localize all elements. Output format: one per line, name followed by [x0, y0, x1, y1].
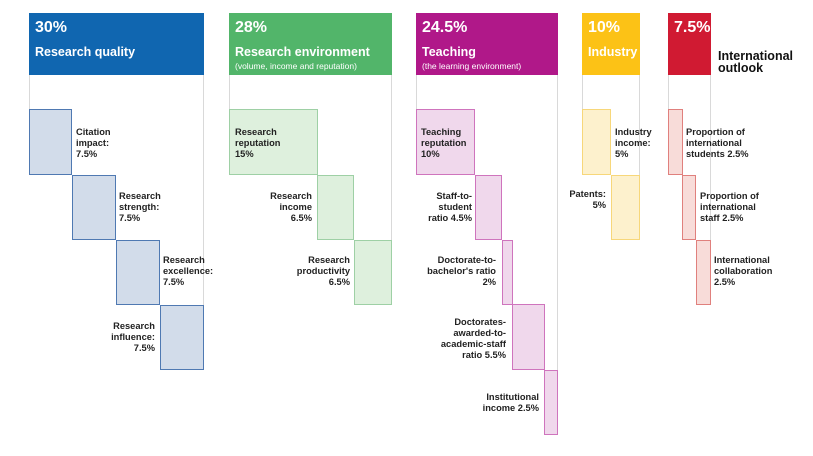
- divider-line: [639, 75, 640, 240]
- header-teaching: 24.5% Teaching (the learning environment…: [416, 13, 558, 75]
- metric-box-research-influence: [160, 305, 204, 370]
- label-doctorates-awarded-to-academic-staff-ratio: Doctorates- awarded-to- academic-staff r…: [440, 317, 506, 360]
- metric-box-doctorate-to-bachelors-ratio: [502, 240, 513, 305]
- metric-box-institutional-income: [544, 370, 558, 435]
- label-research-excellence: Research excellence: 7.5%: [163, 255, 214, 287]
- percent-international-outlook: 7.5%: [674, 19, 711, 36]
- label-research-income: Research income 6.5%: [270, 191, 312, 223]
- title-research-quality: Research quality: [35, 45, 136, 59]
- metric-box-teaching-reputation: [416, 109, 475, 175]
- header-industry: 10% Industry: [582, 13, 640, 75]
- percent-research-quality: 30%: [35, 19, 68, 36]
- metric-box-international-collaboration: [696, 240, 711, 305]
- metric-box-citation-impact: [29, 109, 72, 175]
- metric-box-research-reputation: [229, 109, 318, 175]
- label-research-productivity: Research productivity 6.5%: [296, 255, 350, 287]
- label-teaching-reputation: Teaching reputation 10%: [421, 127, 467, 159]
- divider-line: [582, 75, 583, 175]
- percent-research-environment: 28%: [235, 19, 268, 36]
- metric-box-research-productivity: [354, 240, 392, 305]
- percent-teaching: 24.5%: [422, 19, 468, 36]
- header-research-environment: 28% Research environment (volume, income…: [229, 13, 392, 75]
- metric-box-industry-income: [582, 109, 611, 175]
- subtitle-teaching: (the learning environment): [422, 61, 522, 71]
- metric-box-doctorates-awarded-to-academic-staff-ratio: [512, 304, 545, 370]
- title-international-outlook: International outlook: [718, 49, 794, 75]
- label-research-influence: Research influence: 7.5%: [111, 321, 155, 353]
- percent-industry: 10%: [588, 19, 621, 36]
- divider-line: [203, 75, 204, 307]
- divider-line: [391, 75, 392, 305]
- metric-box-patents: [611, 175, 640, 240]
- label-industry-income: Industry income: 5%: [615, 127, 652, 159]
- subtitle-research-environment: (volume, income and reputation): [235, 61, 357, 71]
- metric-box-staff-to-student-ratio: [475, 175, 502, 240]
- divider-line: [557, 75, 558, 435]
- label-citation-impact: Citation impact: 7.5%: [76, 127, 111, 159]
- metric-box-international-staff: [682, 175, 696, 240]
- metric-box-research-excellence: [116, 240, 160, 305]
- title-industry: Industry: [588, 45, 638, 59]
- divider-line: [710, 75, 711, 305]
- label-international-staff: Proportion of international staff 2.5%: [700, 191, 759, 223]
- label-international-students: Proportion of international students 2.5…: [686, 127, 749, 159]
- header-research-quality: 30% Research quality: [29, 13, 204, 75]
- divider-line: [668, 75, 669, 175]
- label-patents: Patents: 5%: [569, 189, 606, 210]
- metric-box-international-students: [668, 109, 683, 175]
- label-international-collaboration: International collaboration 2.5%: [714, 255, 773, 287]
- label-research-strength: Research strength: 7.5%: [119, 191, 161, 223]
- label-research-reputation: Research reputation 15%: [235, 127, 281, 159]
- title-research-environment: Research environment: [235, 45, 370, 59]
- metric-box-research-strength: [72, 175, 116, 240]
- divider-line: [416, 75, 417, 175]
- metric-box-research-income: [317, 175, 354, 240]
- divider-line: [229, 75, 230, 175]
- header-international-outlook: 7.5%: [668, 13, 711, 75]
- title-teaching: Teaching: [422, 45, 476, 59]
- label-institutional-income: Institutional income 2.5%: [482, 392, 539, 413]
- label-staff-to-student-ratio: Staff-to- student ratio 4.5%: [428, 191, 472, 223]
- label-doctorate-to-bachelors-ratio: Doctorate-to- bachelor's ratio 2%: [427, 255, 496, 287]
- divider-line: [29, 75, 30, 175]
